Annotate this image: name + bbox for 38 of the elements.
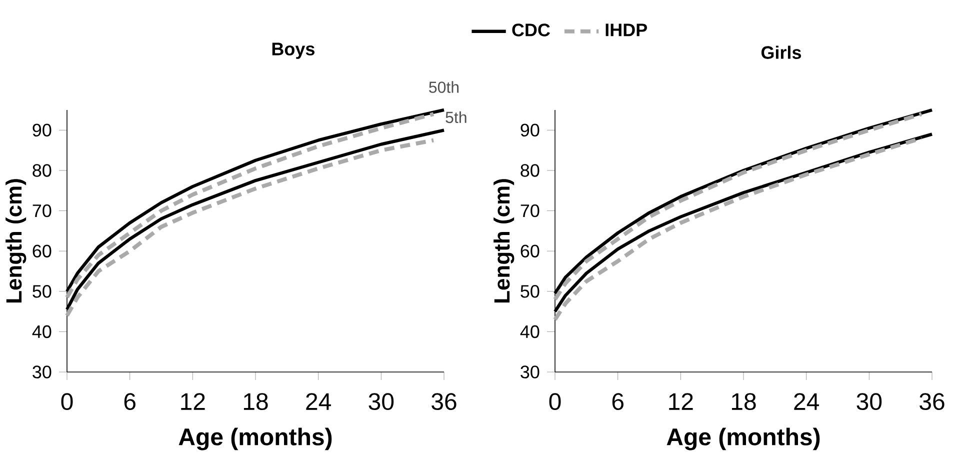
- annotation: 50th: [429, 81, 459, 93]
- x-axis-title: Age (months): [178, 428, 332, 450]
- y-axis-title: Length (cm): [6, 179, 26, 302]
- x-tick-label: 36: [432, 393, 456, 410]
- x-tick-label: 12: [181, 393, 205, 410]
- x-tick-label: 18: [732, 393, 756, 410]
- x-tick-label: 0: [61, 393, 73, 410]
- y-tick-label: 70: [520, 204, 540, 218]
- x-tick-label: 24: [306, 393, 331, 410]
- x-tick-label: 6: [124, 393, 136, 410]
- y-tick-label: 30: [32, 366, 52, 378]
- chart-title: Boys: [272, 42, 314, 59]
- y-tick-label: 70: [32, 204, 52, 218]
- y-tick-label: 80: [520, 164, 540, 177]
- y-tick-label: 40: [32, 325, 52, 338]
- y-axis-title: Length (cm): [494, 179, 514, 302]
- legend-label: IHDP: [606, 24, 647, 36]
- y-tick-label: 50: [520, 285, 540, 298]
- x-tick-label: 12: [669, 393, 693, 410]
- y-tick-label: 50: [32, 285, 52, 298]
- y-tick-label: 80: [32, 164, 52, 177]
- x-axis-title: Age (months): [666, 428, 820, 450]
- y-tick-label: 60: [32, 244, 52, 258]
- x-tick-label: 30: [856, 393, 882, 410]
- y-tick-label: 40: [520, 325, 540, 338]
- y-tick-label: 90: [520, 124, 540, 137]
- chart-title: Girls: [761, 46, 801, 59]
- x-tick-label: 36: [920, 393, 944, 410]
- x-tick-label: 6: [612, 393, 624, 410]
- x-tick-label: 24: [794, 393, 819, 410]
- x-tick-label: 18: [244, 393, 268, 410]
- x-tick-label: 0: [549, 393, 561, 410]
- y-tick-label: 30: [520, 366, 540, 378]
- annotation: 5th: [446, 111, 466, 124]
- x-tick-label: 30: [368, 393, 394, 410]
- legend-label: CDC: [512, 24, 550, 36]
- y-tick-label: 60: [520, 244, 540, 258]
- y-tick-label: 90: [32, 124, 52, 137]
